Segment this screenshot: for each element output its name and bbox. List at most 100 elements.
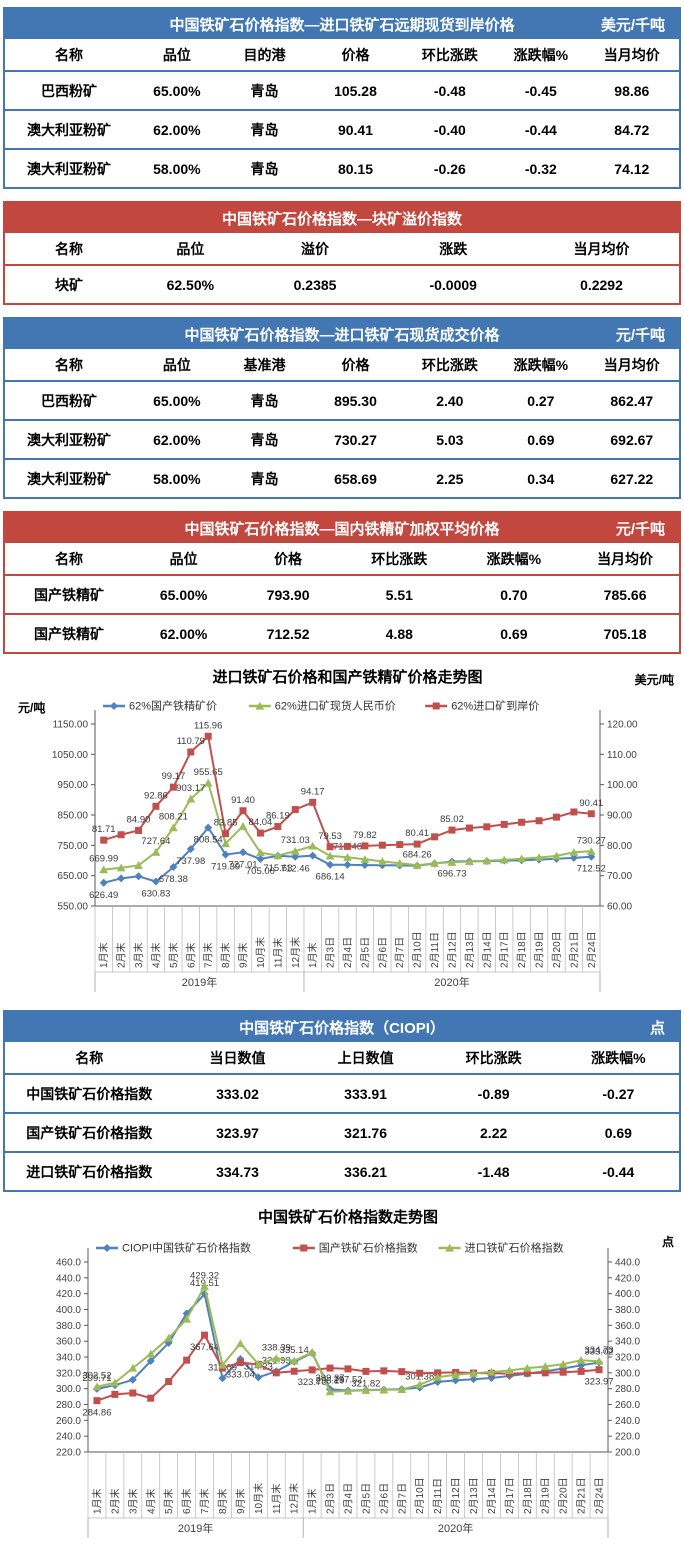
data-point-marker [186,844,195,853]
data-point-marker [135,826,143,834]
x-axis-group-label: 2020年 [434,975,469,989]
x-axis-label: 2月7日 [394,937,406,968]
x-axis-label: 1月末 [90,1488,103,1514]
x-axis-label: 2月17日 [499,931,511,968]
data-point-marker [111,1390,119,1398]
data-point-marker [587,810,595,818]
data-label: 323.97 [585,1377,614,1388]
data-point-marker [413,840,421,848]
data-point-marker [218,1360,227,1369]
data-point-marker [448,826,456,834]
x-axis-label: 2月5日 [360,1483,372,1514]
legend-item-label: 62%国产铁精矿价 [129,699,217,713]
left-axis-tick-label: 420.0 [56,1289,81,1300]
column-header: 涨跌 [439,240,468,257]
table-cell: 80.15 [337,160,373,177]
left-axis-tick-label: 550.00 [57,902,88,913]
data-point-marker [164,1338,173,1347]
data-point-marker [396,841,404,849]
table-cell: 澳大利亚粉矿 [27,121,112,138]
data-label: 333.04 [226,1370,255,1381]
x-axis-label: 2月6日 [377,937,389,968]
column-header: 当月均价 [603,46,660,63]
data-point-marker [586,847,596,855]
data-point-marker [469,1369,478,1377]
table-row: 国产铁精矿 62.00% 712.52 4.88 0.69 705.18 [5,613,679,652]
data-label: 334.73 [585,1345,614,1356]
x-axis-label: 2月4日 [342,937,354,968]
left-axis-tick-label: 1050.00 [52,750,89,761]
table-cell: 627.22 [610,470,654,487]
column-header: 涨跌幅% [513,356,569,373]
data-point-marker [464,857,474,866]
x-axis-label: 12月末 [288,1483,301,1514]
data-point-marker [164,1333,174,1342]
x-axis-label: 2月20日 [558,1477,570,1514]
x-axis-label: 2月13日 [464,931,476,968]
table-cell: 国产铁精矿 [34,586,105,603]
data-point-marker [238,822,248,830]
right-axis-unit-label: 点 [662,1234,674,1249]
column-header: 目的港 [243,46,286,63]
data-point-marker [594,1356,604,1365]
data-point-marker [362,1367,370,1375]
data-label: 94.17 [301,786,325,797]
table-row: 澳大利亚粉矿 62.00% 青岛 730.27 5.03 0.69 692.67 [5,419,679,458]
left-axis-unit-label: 元/吨 [18,700,45,715]
x-axis-label: 7月末 [198,1488,211,1514]
right-axis-tick-label: 420.0 [615,1273,640,1284]
data-point-marker [169,863,178,872]
data-label: 323.70 [298,1377,327,1388]
data-point-marker [487,1367,496,1376]
table-cell: 62.00% [153,121,201,138]
left-axis-tick-label: 280.0 [56,1400,81,1411]
data-point-marker [187,748,195,756]
data-point-marker [343,1386,353,1395]
data-label: 335.14 [280,1345,309,1356]
data-label: 338.39 [262,1342,291,1353]
table-cell: -0.44 [602,1163,635,1180]
left-axis-tick-label: 750.00 [57,841,88,852]
x-axis-label: 4月末 [149,942,162,968]
data-label: 715.63 [263,863,292,874]
x-axis-label: 2月11日 [432,1478,444,1514]
x-axis-label: 2月24日 [586,931,598,968]
data-point-marker [201,1331,209,1339]
data-label: 727.01 [228,859,257,870]
data-point-marker [100,836,108,844]
table-ciopi-index: 中国铁矿石价格指数（CIOPI） 点名称 当日数值 上日数值 环比涨跌 涨跌幅% 中国铁矿石… [3,1010,681,1192]
data-point-marker [415,1380,425,1389]
left-axis-tick-label: 400.0 [56,1305,81,1316]
data-point-marker [273,851,283,860]
data-point-marker [469,1375,478,1384]
table-header-row: 名称 品位 溢价 涨跌 当月均价 [5,233,679,266]
right-axis-tick-label: 240.0 [615,1416,640,1427]
data-point-marker [499,855,509,864]
x-axis-label: 2月19日 [534,931,546,968]
table-cell: 进口铁矿石价格指数 [26,1163,153,1180]
data-label: 808.54 [194,835,223,846]
data-point-marker [541,1369,549,1377]
table-cell: 澳大利亚粉矿 [27,431,112,448]
right-axis-tick-label: 400.0 [615,1289,640,1300]
data-label: 83.85 [214,818,238,829]
table-cell: 84.72 [614,121,650,138]
x-axis-label: 9月末 [237,942,250,968]
data-point-marker [218,1374,227,1383]
x-axis-group-label: 2019年 [178,1521,213,1535]
x-axis-label: 5月末 [162,1488,175,1514]
data-point-marker [256,848,265,857]
x-axis-label: 2月18日 [516,931,528,968]
right-axis-tick-label: 340.0 [615,1337,640,1348]
legend-item-label: 62%进口矿现货人民币价 [275,699,396,713]
table-cell: 785.66 [603,586,647,603]
data-point-marker [169,783,177,791]
data-label: 719.39 [211,862,240,873]
table-cell: 62.00% [159,625,208,642]
chart-import-vs-domestic-price-trend: 进口铁矿石价格和国产铁精矿价格走势图 元/吨 美元/吨 1150.00 1050.00 9… [0,666,684,1003]
x-axis-label: 2月14日 [481,931,493,968]
x-axis-label: 2月12日 [450,1477,462,1514]
table-cell: 65.00% [153,392,201,409]
x-axis-label: 12月末 [289,937,302,968]
chart-title: 中国铁矿石价格指数走势图 [258,1208,438,1226]
